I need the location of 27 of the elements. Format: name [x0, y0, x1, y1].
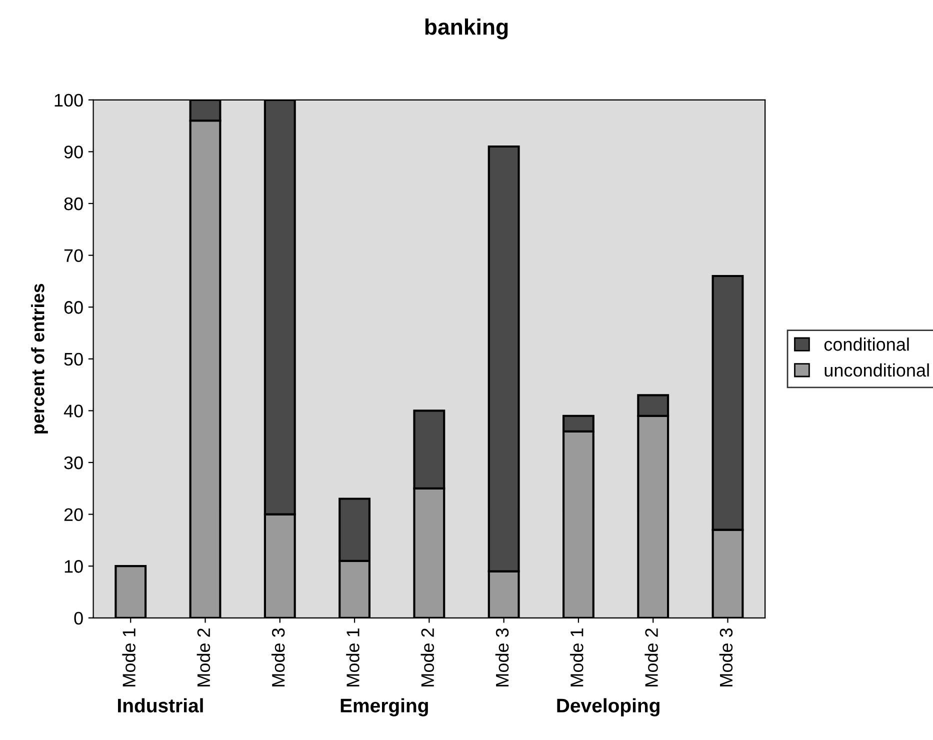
y-tick-label: 20	[64, 508, 83, 522]
x-tick-label: Mode 2	[196, 628, 210, 686]
y-tick-label: 80	[64, 197, 83, 210]
y-tick-label: 100	[54, 94, 83, 107]
legend-label: unconditional	[824, 363, 929, 377]
y-tick-label: 30	[64, 456, 83, 470]
y-tick-label: 40	[64, 404, 83, 418]
x-tick-label: Mode 3	[271, 628, 285, 686]
y-tick-label: 60	[64, 301, 83, 314]
chart-title: banking	[425, 18, 508, 40]
text: Industrial	[118, 698, 203, 712]
x-tick-label: Mode 1	[346, 628, 360, 686]
text: Developing	[557, 698, 660, 716]
text: Emerging	[340, 698, 428, 716]
x-tick-label: Mode 1	[570, 628, 584, 686]
x-tick-label: Mode 3	[495, 628, 509, 686]
y-tick-label: 50	[64, 352, 83, 366]
y-tick-label: 70	[64, 249, 83, 262]
x-tick-label: Mode 2	[644, 628, 658, 686]
y-tick-label: 10	[64, 560, 83, 573]
x-tick-label: Mode 3	[719, 628, 733, 686]
y-tick-label: 0	[74, 612, 83, 625]
y-axis-title: percent of entries	[31, 284, 48, 434]
legend-label: conditional	[824, 338, 909, 351]
x-tick-label: Mode 1	[122, 628, 136, 686]
x-tick-label: Mode 2	[420, 628, 434, 686]
y-tick-label: 90	[64, 146, 83, 158]
